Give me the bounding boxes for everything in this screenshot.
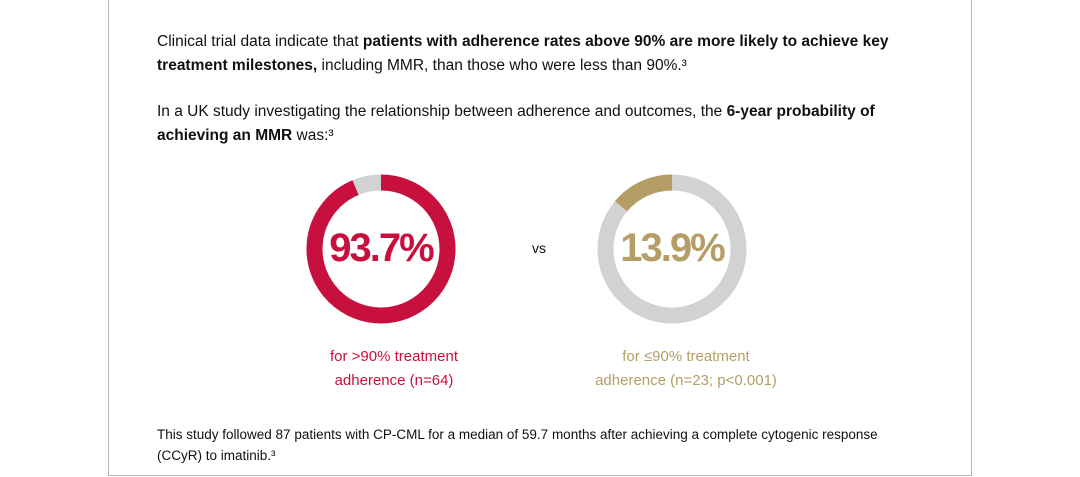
caption-line: for ≤90% treatment bbox=[622, 348, 750, 365]
caption-line: for >90% treatment bbox=[330, 348, 458, 365]
text: In a UK study investigating the relation… bbox=[157, 103, 727, 120]
text: including MMR, than those who were less … bbox=[317, 57, 687, 74]
caption-low: for ≤90% treatment adherence (n=23; p<0.0… bbox=[556, 345, 816, 393]
caption-line: adherence (n=64) bbox=[334, 372, 454, 389]
text: Clinical trial data indicate that bbox=[157, 33, 363, 50]
footnote: This study followed 87 patients with CP-… bbox=[157, 427, 878, 463]
intro-paragraph-1: Clinical trial data indicate that patien… bbox=[157, 30, 917, 78]
caption-high: for >90% treatment adherence (n=64) bbox=[264, 345, 524, 393]
donut-slice bbox=[306, 174, 456, 324]
caption-line: adherence (n=23; p<0.001) bbox=[595, 372, 777, 389]
donut-value-high: 93.7% bbox=[329, 226, 434, 270]
donut-chart-low-adherence bbox=[597, 174, 747, 324]
text: was:³ bbox=[292, 127, 334, 144]
donut-value-low: 13.9% bbox=[620, 226, 725, 270]
donut-chart-high-adherence bbox=[306, 174, 456, 324]
bold-text: 6-year probability of achieving an MMR bbox=[157, 103, 875, 144]
content-frame bbox=[108, 0, 972, 476]
bold-text: patients with adherence rates above 90% … bbox=[157, 33, 889, 74]
intro-paragraph-2: In a UK study investigating the relation… bbox=[157, 100, 917, 148]
vs-label: vs bbox=[532, 240, 546, 256]
